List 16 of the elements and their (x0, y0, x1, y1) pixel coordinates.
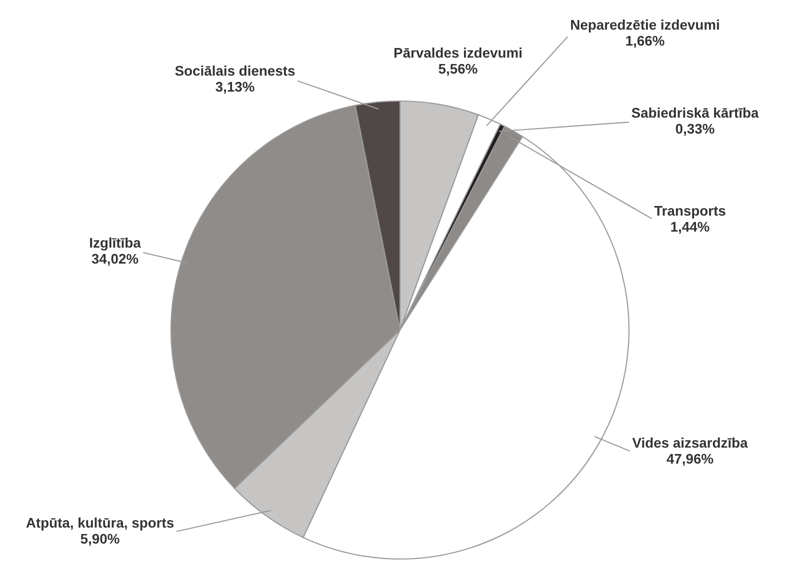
slice-label: Neparedzētie izdevumi (571, 20, 719, 32)
data-label: 1,66% (626, 36, 664, 48)
slice-label: Sociālais dienests (175, 66, 295, 76)
data-label: 1,44% (671, 222, 710, 234)
slice-label: Transports (654, 206, 726, 218)
data-label: 3,13% (216, 82, 254, 94)
data-label: 0,33% (676, 124, 714, 136)
slice-label: Vides aizsardzība (632, 438, 748, 448)
slice-label: Izglītība (90, 238, 141, 251)
data-label: 47,96% (666, 454, 714, 466)
slice-label: Pārvaldes izdevumi (394, 48, 522, 58)
slice-label: Atpūta, kultūra, sports (26, 518, 174, 530)
slice-label: Sabiedriskā kārtība (632, 108, 759, 118)
data-label: 5,90% (80, 534, 120, 546)
data-label: 5,56% (438, 64, 478, 76)
data-label: 34,02% (92, 254, 138, 266)
